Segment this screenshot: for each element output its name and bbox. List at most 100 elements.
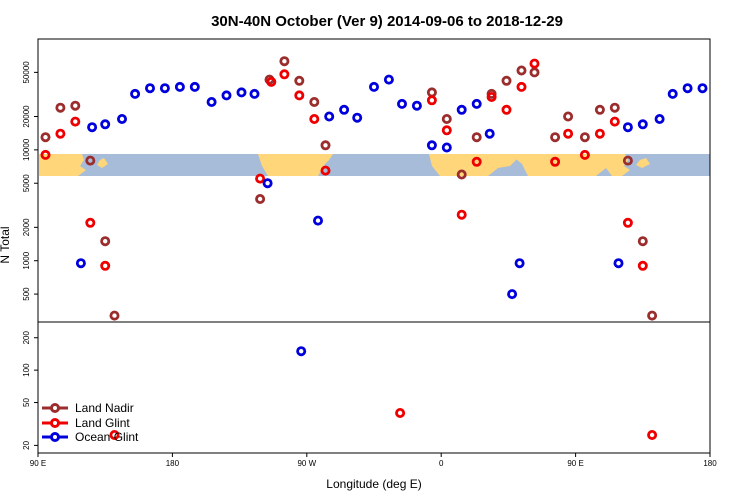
upper-plot-frame bbox=[37, 38, 711, 323]
land-glint-point bbox=[579, 149, 590, 160]
land-glint-point bbox=[563, 128, 574, 139]
land-nadir-point bbox=[622, 155, 633, 166]
y-axis-lower: 20 50 100 200 bbox=[22, 331, 38, 450]
ocean-glint-point bbox=[189, 81, 200, 92]
x-axis: 90 E 180 90 W 0 90 E 180 bbox=[30, 453, 717, 468]
land-nadir-point bbox=[594, 104, 605, 115]
land-nadir-point bbox=[320, 140, 331, 151]
map-land-6 bbox=[636, 158, 650, 168]
ocean-glint-point bbox=[667, 88, 678, 99]
chart-title: 30N-40N October (Ver 9) 2014-09-06 to 20… bbox=[211, 13, 563, 30]
land-nadir-point bbox=[255, 193, 266, 204]
land-nadir-point bbox=[109, 310, 120, 321]
x-tick-label: 180 bbox=[166, 459, 180, 468]
land-nadir-point bbox=[516, 65, 527, 76]
ocean-glint-point bbox=[249, 88, 260, 99]
legend-item-land-glint: Land Glint bbox=[42, 416, 130, 430]
land-glint-point bbox=[320, 165, 331, 176]
land-glint-point bbox=[516, 81, 527, 92]
land-glint-point bbox=[609, 116, 620, 127]
legend-label-ocean-glint: Ocean Glint bbox=[75, 430, 139, 444]
ocean-glint-point bbox=[352, 112, 363, 123]
map-land-5 bbox=[510, 154, 630, 176]
land-glint-point bbox=[486, 92, 497, 103]
land-nadir-point bbox=[456, 169, 467, 180]
legend-item-land-nadir: Land Nadir bbox=[42, 401, 134, 415]
y-axis-upper: 500 1000 2000 5000 10000 20000 50000 bbox=[22, 61, 38, 301]
ocean-glint-point bbox=[312, 215, 323, 226]
ocean-glint-point bbox=[368, 81, 379, 92]
land-nadir-point bbox=[471, 132, 482, 143]
x-tick-label: 0 bbox=[439, 459, 444, 468]
x-tick-label: 180 bbox=[703, 459, 717, 468]
y-tick-label: 50000 bbox=[22, 61, 31, 84]
land-glint-point bbox=[395, 407, 406, 418]
land-nadir-point bbox=[529, 67, 540, 78]
ocean-glint-point bbox=[637, 119, 648, 130]
map-land-2 bbox=[258, 154, 333, 176]
land-glint-point bbox=[294, 90, 305, 101]
y-tick-label: 200 bbox=[22, 331, 31, 345]
data-points bbox=[40, 56, 708, 440]
land-nadir-point bbox=[550, 132, 561, 143]
ocean-glint-point bbox=[613, 258, 624, 269]
ocean-glint-point bbox=[383, 74, 394, 85]
y-tick-label: 2000 bbox=[22, 218, 31, 236]
ocean-glint-point bbox=[296, 346, 307, 357]
land-glint-point bbox=[40, 149, 51, 160]
land-glint-point bbox=[622, 217, 633, 228]
map-land-1 bbox=[97, 158, 108, 168]
land-nadir-point bbox=[501, 75, 512, 86]
land-glint-point bbox=[501, 104, 512, 115]
legend-label-land-glint: Land Glint bbox=[75, 416, 130, 430]
y-tick-label: 100 bbox=[22, 363, 31, 377]
land-glint-point bbox=[279, 69, 290, 80]
ocean-glint-point bbox=[174, 81, 185, 92]
land-nadir-point bbox=[100, 236, 111, 247]
land-nadir-point bbox=[563, 111, 574, 122]
ocean-glint-point bbox=[75, 258, 86, 269]
lower-plot-frame bbox=[37, 321, 711, 454]
ocean-glint-point bbox=[682, 83, 693, 94]
legend: Land Nadir Land Glint Ocean Glint bbox=[42, 401, 139, 444]
ocean-glint-point bbox=[262, 178, 273, 189]
land-glint-point bbox=[255, 173, 266, 184]
y-tick-label: 20000 bbox=[22, 105, 31, 128]
land-nadir-point bbox=[647, 310, 658, 321]
land-nadir-point bbox=[294, 75, 305, 86]
land-nadir-point bbox=[579, 132, 590, 143]
map-land-0 bbox=[39, 154, 86, 176]
x-tick-label: 90 W bbox=[297, 459, 316, 468]
y-tick-label: 20 bbox=[22, 440, 31, 449]
y-tick-label: 500 bbox=[22, 287, 31, 301]
land-glint-point bbox=[109, 429, 120, 440]
land-nadir-point bbox=[426, 87, 437, 98]
land-glint-point bbox=[426, 95, 437, 106]
land-glint-point bbox=[55, 128, 66, 139]
land-nadir-point bbox=[609, 102, 620, 113]
land-glint-point bbox=[100, 260, 111, 271]
y-tick-label: 10000 bbox=[22, 138, 31, 161]
legend-item-ocean-glint: Ocean Glint bbox=[42, 430, 139, 444]
land-nadir-point bbox=[70, 100, 81, 111]
ocean-glint-point bbox=[411, 100, 422, 111]
ocean-glint-point bbox=[514, 258, 525, 269]
x-tick-label: 90 E bbox=[567, 459, 583, 468]
land-glint-point bbox=[70, 116, 81, 127]
ocean-glint-point bbox=[206, 97, 217, 108]
ocean-glint-point bbox=[144, 83, 155, 94]
ocean-glint-point bbox=[87, 122, 98, 133]
y-tick-label: 50 bbox=[22, 398, 31, 407]
land-glint-point bbox=[309, 114, 320, 125]
ocean-glint-point bbox=[100, 119, 111, 130]
ocean-glint-point bbox=[697, 83, 708, 94]
ocean-glint-point bbox=[339, 104, 350, 115]
ocean-glint-point bbox=[456, 104, 467, 115]
land-glint-point bbox=[550, 156, 561, 167]
ocean-glint-point bbox=[471, 98, 482, 109]
land-glint-point bbox=[441, 125, 452, 136]
x-tick-label: 90 E bbox=[30, 459, 46, 468]
ocean-glint-point bbox=[159, 83, 170, 94]
ocean-glint-point bbox=[396, 98, 407, 109]
